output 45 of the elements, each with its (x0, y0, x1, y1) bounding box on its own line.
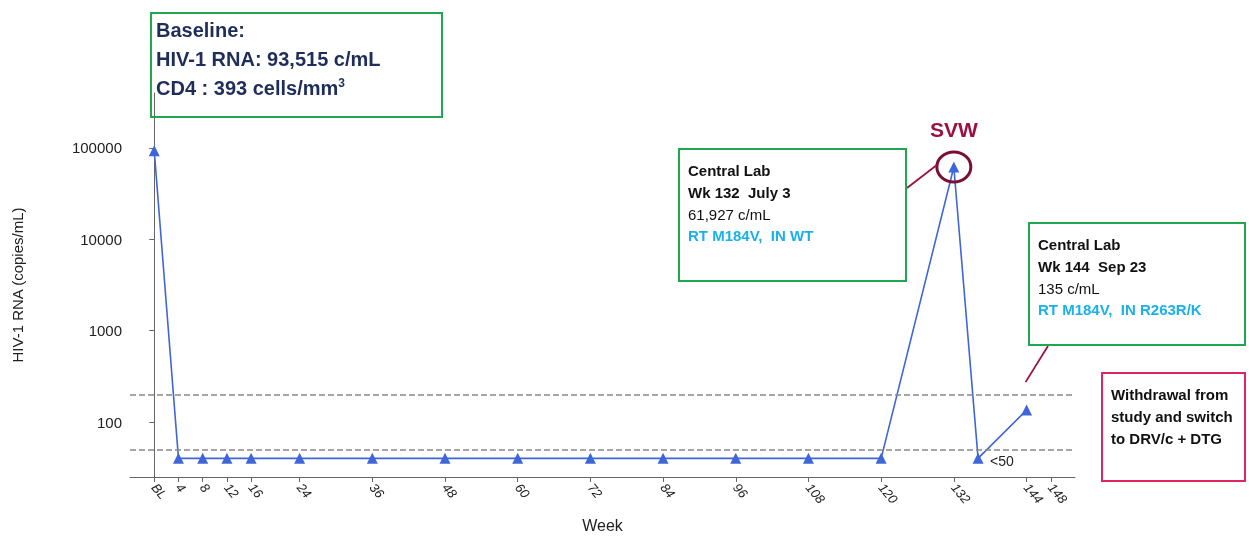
x-tick-label: 108 (802, 480, 829, 508)
x-tick-label: 132 (948, 480, 975, 508)
point (245, 452, 257, 464)
annotation: SVW (929, 117, 978, 141)
point (730, 452, 742, 464)
annotation: Central Lab Wk 144 Sep 23 135 c/mL RT M184V, IN R263R/K (1038, 235, 1203, 321)
point (221, 452, 233, 464)
point (439, 452, 451, 464)
y-tick-label: 100000 (71, 139, 122, 157)
annotation: Central Lab Wk 132 July 3 61,927 c/mL RT M184V, IN WT (688, 161, 815, 247)
x-tick-label: 96 (730, 480, 752, 502)
point (366, 452, 378, 464)
y-tick-label: 10000 (80, 230, 122, 248)
annotation: Baseline: HIV-1 RNA: 93,515 c/mL CD4 : 393 cells/mm$^{3}$ (156, 18, 382, 101)
point (802, 452, 814, 464)
x-tick-label: 148 (1045, 480, 1071, 508)
annotation: <50 (990, 453, 1014, 470)
x-axis-title: Week (582, 516, 624, 534)
y-tick-label: 1000 (88, 322, 122, 340)
x-tick-label: 8 (196, 480, 214, 496)
point (657, 452, 669, 464)
x-tick-label: 48 (439, 480, 461, 502)
x-tick-label: BL (148, 480, 171, 502)
y-axis-title: HIV-1 RNA (copies/mL) (9, 207, 26, 363)
x-tick-label: 36 (366, 480, 388, 502)
x-tick-label: 16 (245, 480, 267, 502)
point (1021, 404, 1033, 416)
y-tick-label: 100 (96, 413, 122, 431)
point (875, 452, 887, 464)
point (972, 452, 984, 464)
x-tick-label: 4 (172, 480, 189, 496)
x-tick-label: 24 (293, 479, 315, 501)
point (172, 452, 184, 464)
text: Withdrawal from study and switch to DRV/c + DTG (1111, 385, 1234, 449)
point (294, 452, 306, 464)
x-tick-label: 144 (1020, 480, 1047, 507)
x-tick-label: 60 (511, 480, 534, 502)
x-tick-label: 120 (875, 480, 902, 508)
point (584, 452, 596, 464)
point (197, 452, 209, 464)
x-tick-label: 72 (584, 480, 606, 502)
x-tick-label: 12 (221, 480, 243, 502)
point (148, 145, 160, 157)
point (512, 452, 524, 464)
x-tick-label: 84 (657, 480, 679, 501)
